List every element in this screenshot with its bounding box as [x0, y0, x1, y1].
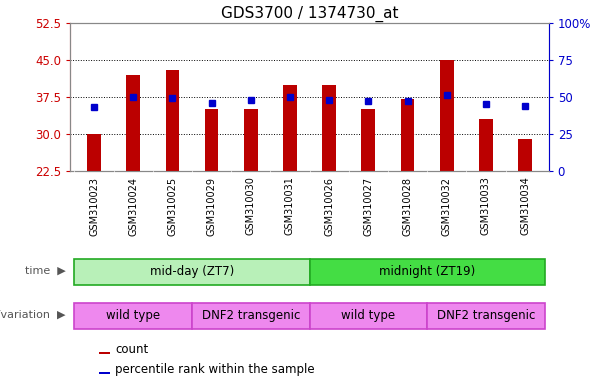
Bar	[401, 99, 414, 171]
Bar	[205, 109, 218, 171]
Text: GSM310023: GSM310023	[89, 177, 99, 235]
Bar	[518, 139, 532, 171]
Bar	[479, 119, 493, 171]
Bar	[244, 109, 257, 171]
Bar	[283, 84, 297, 171]
Bar	[87, 134, 101, 171]
Text: count: count	[115, 343, 149, 356]
Text: GSM310026: GSM310026	[324, 177, 334, 235]
Text: DNF2 transgenic: DNF2 transgenic	[436, 309, 535, 322]
Text: GSM310033: GSM310033	[481, 177, 491, 235]
Text: mid-day (ZT7): mid-day (ZT7)	[150, 265, 234, 278]
FancyBboxPatch shape	[427, 303, 545, 329]
Text: GSM310029: GSM310029	[207, 177, 216, 235]
Text: percentile rank within the sample: percentile rank within the sample	[115, 363, 315, 376]
Text: GSM310034: GSM310034	[520, 177, 530, 235]
Text: GSM310027: GSM310027	[364, 177, 373, 236]
Text: GSM310030: GSM310030	[246, 177, 256, 235]
FancyBboxPatch shape	[310, 259, 545, 285]
FancyBboxPatch shape	[310, 303, 427, 329]
Text: GSM310024: GSM310024	[128, 177, 138, 235]
FancyBboxPatch shape	[74, 259, 310, 285]
Text: GSM310032: GSM310032	[442, 177, 452, 235]
Bar	[99, 352, 110, 354]
FancyBboxPatch shape	[192, 303, 310, 329]
Text: genotype/variation  ▶: genotype/variation ▶	[0, 310, 66, 320]
Text: time  ▶: time ▶	[25, 266, 66, 276]
Text: wild type: wild type	[341, 309, 395, 322]
FancyBboxPatch shape	[74, 303, 192, 329]
Text: DNF2 transgenic: DNF2 transgenic	[202, 309, 300, 322]
Title: GDS3700 / 1374730_at: GDS3700 / 1374730_at	[221, 5, 398, 22]
Text: GSM310028: GSM310028	[403, 177, 413, 235]
Text: wild type: wild type	[106, 309, 160, 322]
Text: GSM310025: GSM310025	[167, 177, 177, 236]
Text: midnight (ZT19): midnight (ZT19)	[379, 265, 475, 278]
Bar	[362, 109, 375, 171]
Bar	[99, 372, 110, 374]
Bar	[166, 70, 179, 171]
Bar	[322, 84, 336, 171]
Text: GSM310031: GSM310031	[285, 177, 295, 235]
Bar	[440, 60, 454, 171]
Bar	[126, 75, 140, 171]
